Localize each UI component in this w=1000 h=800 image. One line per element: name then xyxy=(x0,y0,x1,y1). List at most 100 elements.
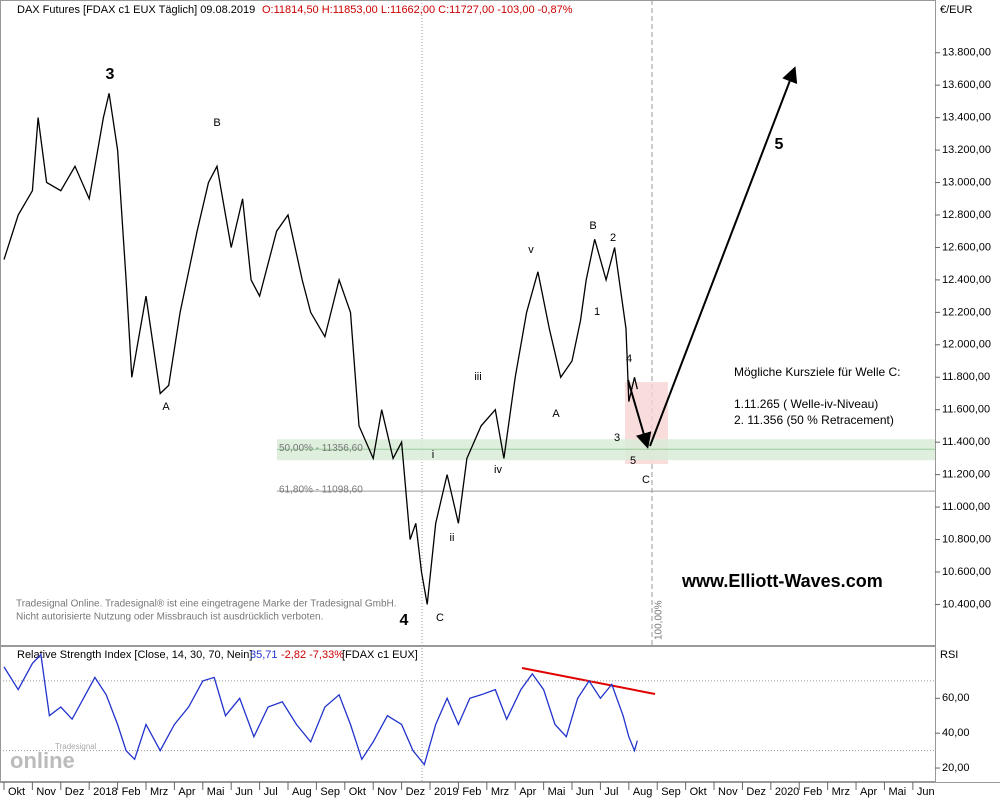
website: www.Elliott-Waves.com xyxy=(681,571,883,591)
wave-label: 5 xyxy=(630,455,636,467)
y-tick-label: 13.200,00 xyxy=(942,144,991,156)
wave-label: iv xyxy=(494,464,502,476)
fib-label: 50,00% - 11356,60 xyxy=(279,443,363,454)
fib-label: 61,80% - 11098,60 xyxy=(279,485,363,496)
wave-label: 4 xyxy=(400,612,409,629)
x-tick-label: Aug xyxy=(633,786,653,798)
y-tick-label: 10.400,00 xyxy=(942,598,991,610)
x-tick-label: Mai xyxy=(548,786,566,798)
wave-label: A xyxy=(552,408,560,420)
x-tick-label: Sep xyxy=(320,786,340,798)
ohlc: O:11814,50 H:11853,00 L:11662,00 C:11727… xyxy=(262,4,573,16)
x-tick-label: Nov xyxy=(36,786,56,798)
y-tick-label: 12.400,00 xyxy=(942,274,991,286)
x-tick-label: Feb xyxy=(122,786,141,798)
wave-arrow xyxy=(649,66,798,447)
rsi-change: -2,82 -7,33% xyxy=(281,649,344,661)
wave-label: ii xyxy=(450,532,455,544)
wave-label: iii xyxy=(474,371,481,383)
x-tick-label: Apr xyxy=(178,786,195,798)
y-tick-label: 11.400,00 xyxy=(942,436,990,448)
y-tick-label: 13.400,00 xyxy=(942,112,991,124)
x-tick-label: Okt xyxy=(690,786,707,798)
y-tick-label: 10.600,00 xyxy=(942,566,991,578)
y-tick-label: 13.600,00 xyxy=(942,79,991,91)
x-tick-label: Okt xyxy=(349,786,366,798)
wave-label: 4 xyxy=(626,353,632,365)
y-tick-label: 40,00 xyxy=(942,727,970,739)
x-tick-label: Jul xyxy=(604,786,618,798)
wave-label: C xyxy=(436,612,444,624)
wave-label: B xyxy=(213,117,220,129)
x-tick-label: Jul xyxy=(264,786,278,798)
target-2: 2. 11.356 (50 % Retracement) xyxy=(734,413,894,427)
x-tick-label: 2020 xyxy=(775,786,799,798)
wave-label: i xyxy=(432,449,434,461)
x-tick-label: Nov xyxy=(718,786,738,798)
fib-100-label: 100,00% xyxy=(654,600,665,640)
rsi-panel xyxy=(0,646,936,782)
y-tick-label: 13.800,00 xyxy=(942,47,991,59)
y-tick-label: 11.200,00 xyxy=(942,469,990,481)
y-tick-label: 10.800,00 xyxy=(942,533,991,545)
x-tick-label: Nov xyxy=(377,786,397,798)
x-tick-label: Dez xyxy=(406,786,426,798)
x-tick-label: Dez xyxy=(65,786,85,798)
logo: online xyxy=(10,748,75,773)
target-1: 1.11.265 ( Welle-iv-Niveau) xyxy=(734,397,878,411)
x-tick-label: 2018 xyxy=(93,786,117,798)
x-tick-label: Mrz xyxy=(491,786,509,798)
x-tick-label: Apr xyxy=(519,786,536,798)
y-tick-label: 11.600,00 xyxy=(942,404,990,416)
x-tick-label: Jun xyxy=(917,786,935,798)
fib-levels: 50,00% - 11356,60 61,80% - 11098,60 xyxy=(277,439,935,496)
x-tick-label: Feb xyxy=(803,786,822,798)
wave-label: 2 xyxy=(610,232,616,244)
target-heading: Mögliche Kursziele für Welle C: xyxy=(734,365,901,379)
series-line xyxy=(3,653,638,766)
rsi-title: Relative Strength Index [Close, 14, 30, … xyxy=(17,649,252,661)
disclaimer: Nicht autorisierte Nutzung oder Missbrau… xyxy=(16,612,323,623)
y-tick-label: 12.800,00 xyxy=(942,209,991,221)
wave-label: C xyxy=(642,474,650,486)
rsi-axis-label: RSI xyxy=(940,649,958,661)
x-tick-label: Jun xyxy=(576,786,594,798)
disclaimer: Tradesignal Online. Tradesignal® ist ein… xyxy=(16,599,397,610)
x-tick-label: Mrz xyxy=(150,786,168,798)
x-tick-label: Okt xyxy=(8,786,25,798)
chart-title: DAX Futures [FDAX c1 EUX Täglich] 09.08.… xyxy=(17,4,255,16)
wave-label: 3 xyxy=(614,432,620,444)
wave-label: 3 xyxy=(106,66,115,83)
y-tick-label: 12.000,00 xyxy=(942,339,991,351)
wave-label: 5 xyxy=(775,136,784,153)
x-tick-label: Mai xyxy=(888,786,906,798)
wave-label: 1 xyxy=(594,306,600,318)
logo-small: Tradesignal xyxy=(55,742,97,751)
rsi-readout: 35,71 xyxy=(250,649,278,661)
x-tick-label: Aug xyxy=(292,786,312,798)
y-tick-label: 60,00 xyxy=(942,692,970,704)
x-tick-label: Sep xyxy=(661,786,681,798)
price-panel xyxy=(0,0,936,646)
unit-label: €/EUR xyxy=(940,4,972,16)
y-tick-label: 12.600,00 xyxy=(942,241,991,253)
wave-label: A xyxy=(162,401,170,413)
x-tick-label: Jun xyxy=(235,786,253,798)
x-tick-label: Dez xyxy=(746,786,766,798)
x-tick-label: 2019 xyxy=(434,786,458,798)
y-tick-label: 20,00 xyxy=(942,762,970,774)
y-tick-label: 11.000,00 xyxy=(942,501,990,513)
series-line xyxy=(3,93,638,605)
y-tick-label: 12.200,00 xyxy=(942,306,991,318)
y-tick-label: 11.800,00 xyxy=(942,371,990,383)
wave-label: B xyxy=(589,220,596,232)
x-tick-label: Mrz xyxy=(832,786,850,798)
x-tick-label: Mai xyxy=(207,786,225,798)
x-tick-label: Feb xyxy=(462,786,481,798)
x-tick-label: Apr xyxy=(860,786,877,798)
rsi-source: [FDAX c1 EUX] xyxy=(342,649,418,661)
wave-label: v xyxy=(528,244,534,256)
y-tick-label: 13.000,00 xyxy=(942,176,991,188)
